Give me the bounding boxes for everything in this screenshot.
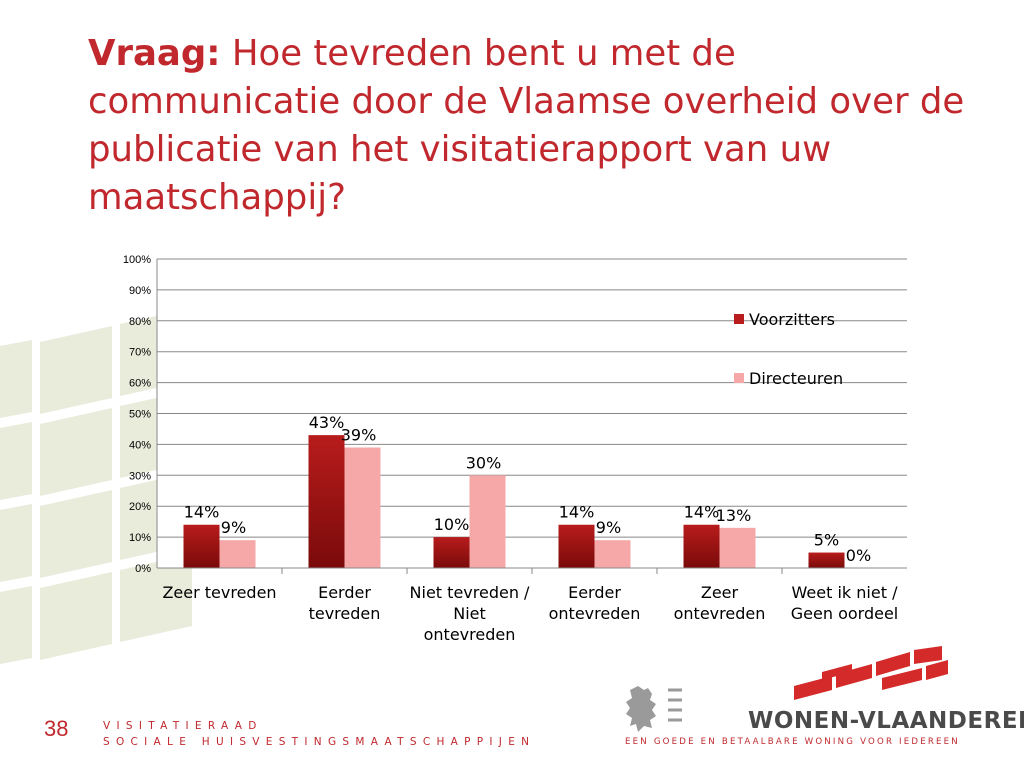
bar-directeuren — [219, 540, 256, 568]
legend-item-voorzitters: Voorzitters — [734, 308, 843, 330]
y-tick-label: 20% — [129, 501, 151, 513]
x-category-label: Zeer ontevreden — [673, 583, 766, 623]
bar-voorzitters — [683, 524, 720, 568]
flemish-lion-logo — [626, 686, 682, 732]
y-tick-label: 10% — [129, 532, 151, 544]
data-label: 30% — [466, 453, 502, 472]
x-category-label: Zeer tevreden — [162, 583, 277, 602]
legend-label-directeuren: Directeuren — [749, 368, 844, 388]
bar-voorzitters — [183, 524, 220, 568]
y-tick-label: 90% — [129, 285, 151, 297]
data-label: 9% — [221, 518, 246, 537]
y-tick-label: 30% — [129, 470, 151, 482]
x-category-label: Niet tevreden / Niet ontevreden — [409, 583, 530, 644]
bar-directeuren — [469, 475, 506, 568]
bar-voorzitters — [808, 552, 845, 568]
x-category-label: Weet ik niet / Geen oordeel — [790, 583, 899, 623]
bar-voorzitters — [433, 537, 470, 568]
y-tick-label: 50% — [129, 409, 151, 421]
data-label: 43% — [309, 413, 345, 432]
data-label: 14% — [559, 503, 595, 522]
x-category-label: Eerder ontevreden — [548, 583, 641, 623]
y-tick-label: 70% — [129, 347, 151, 359]
footer-sociale-huisvesting: SOCIALE HUISVESTINGSMAATSCHAPPIJEN — [103, 736, 536, 748]
data-label: 0% — [846, 546, 871, 565]
wonen-vlaanderen-logo — [794, 646, 948, 700]
bar-voorzitters — [558, 524, 595, 568]
y-tick-label: 60% — [129, 378, 151, 390]
data-label: 5% — [814, 531, 839, 550]
chart-legend: Voorzitters Directeuren — [734, 308, 843, 389]
legend-swatch-directeuren — [734, 373, 744, 383]
data-label: 9% — [596, 518, 621, 537]
y-tick-label: 40% — [129, 439, 151, 451]
y-tick-label: 0% — [135, 563, 151, 575]
brand-name: WONEN-VLAANDEREN — [748, 708, 1024, 734]
y-tick-label: 100% — [123, 254, 151, 266]
slide-title: Vraag: Hoe tevreden bent u met de commun… — [88, 30, 968, 222]
data-label: 14% — [684, 503, 720, 522]
data-label: 10% — [434, 515, 470, 534]
y-tick-label: 80% — [129, 316, 151, 328]
data-label: 13% — [716, 506, 752, 525]
data-label: 39% — [341, 425, 377, 444]
data-label: 14% — [184, 503, 220, 522]
title-question: Hoe tevreden bent u met de communicatie … — [88, 33, 965, 218]
legend-item-directeuren: Directeuren — [734, 367, 843, 389]
footer-visitatieraad: VISITATIERAAD — [103, 720, 263, 732]
page-number: 38 — [44, 716, 69, 741]
bar-directeuren — [719, 527, 756, 568]
brand-tagline: EEN GOEDE EN BETAALBARE WONING VOOR IEDE… — [625, 737, 960, 747]
bar-voorzitters — [308, 435, 345, 568]
bar-directeuren — [344, 447, 381, 568]
x-category-label: Eerder tevreden — [308, 583, 381, 623]
title-prefix: Vraag: — [88, 33, 221, 74]
legend-label-voorzitters: Voorzitters — [749, 309, 836, 329]
legend-swatch-voorzitters — [734, 314, 744, 324]
bar-directeuren — [594, 540, 631, 568]
